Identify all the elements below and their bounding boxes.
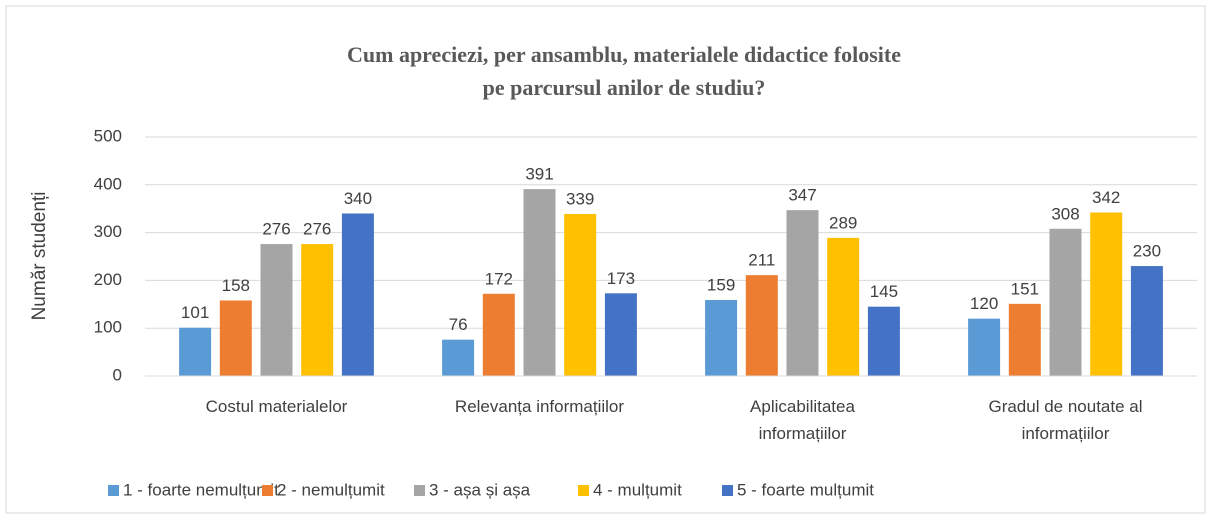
data-label: 308: [1051, 204, 1079, 223]
y-tick-label: 400: [94, 174, 122, 193]
x-tick-label: Costul materialelor: [206, 397, 348, 416]
chart-border: [5, 5, 1206, 514]
data-label: 339: [566, 189, 594, 208]
data-label: 101: [181, 303, 209, 322]
legend-swatch: [262, 485, 273, 496]
bar: [1130, 266, 1163, 376]
x-tick-label: Gradul de noutate al informațiilor: [988, 397, 1142, 443]
bar: [442, 339, 475, 376]
bar: [341, 213, 374, 376]
bar: [1090, 212, 1123, 376]
legend-swatch: [578, 485, 589, 496]
bar: [1049, 228, 1082, 376]
bar: [260, 244, 293, 376]
bar: [705, 299, 738, 376]
data-label: 391: [525, 165, 553, 184]
data-label: 120: [970, 294, 998, 313]
bar: [219, 300, 252, 376]
data-label: 342: [1092, 188, 1120, 207]
bar: [523, 189, 556, 376]
data-label: 151: [1011, 279, 1039, 298]
bar: [482, 293, 515, 376]
data-label: 289: [829, 213, 857, 232]
bar: [604, 293, 637, 376]
bar: [179, 327, 212, 376]
y-tick-label: 0: [113, 365, 122, 384]
data-label: 276: [262, 220, 290, 239]
data-label: 76: [449, 315, 468, 334]
data-label: 347: [788, 186, 816, 205]
bar: [867, 306, 900, 376]
y-axis-label: Număr studenți: [29, 192, 50, 321]
bar: [564, 213, 597, 376]
data-label: 158: [222, 276, 250, 295]
legend-swatch: [722, 485, 733, 496]
data-label: 172: [485, 269, 513, 288]
data-label: 159: [707, 275, 735, 294]
y-tick-label: 500: [94, 126, 122, 145]
bar: [786, 210, 819, 376]
bar: [827, 237, 860, 376]
data-label: 276: [303, 220, 331, 239]
data-label: 340: [344, 189, 372, 208]
legend-label: 2 - nemulțumit: [277, 480, 385, 499]
bar: [968, 318, 1001, 376]
legend-label: 5 - foarte mulțumit: [737, 480, 874, 499]
bar: [745, 275, 778, 376]
data-label: 211: [748, 251, 775, 270]
y-tick-label: 100: [94, 318, 122, 337]
data-label: 230: [1133, 242, 1161, 261]
data-label: 173: [607, 269, 635, 288]
y-tick-label: 300: [94, 222, 122, 241]
legend-swatch: [414, 485, 425, 496]
x-tick-label: Relevanța informațiilor: [455, 397, 624, 416]
bar: [1008, 303, 1041, 376]
legend-label: 1 - foarte nemulțumit: [123, 480, 279, 499]
y-tick-label: 200: [94, 270, 122, 289]
legend-swatch: [108, 485, 119, 496]
bar: [301, 244, 334, 376]
chart-title: Cum apreciezi, per ansamblu, materialele…: [347, 42, 901, 100]
x-tick-label: Aplicabilitatea informațiilor: [750, 397, 855, 443]
legend-label: 3 - așa și așa: [429, 480, 531, 499]
data-label: 145: [870, 282, 898, 301]
legend-label: 4 - mulțumit: [593, 480, 682, 499]
